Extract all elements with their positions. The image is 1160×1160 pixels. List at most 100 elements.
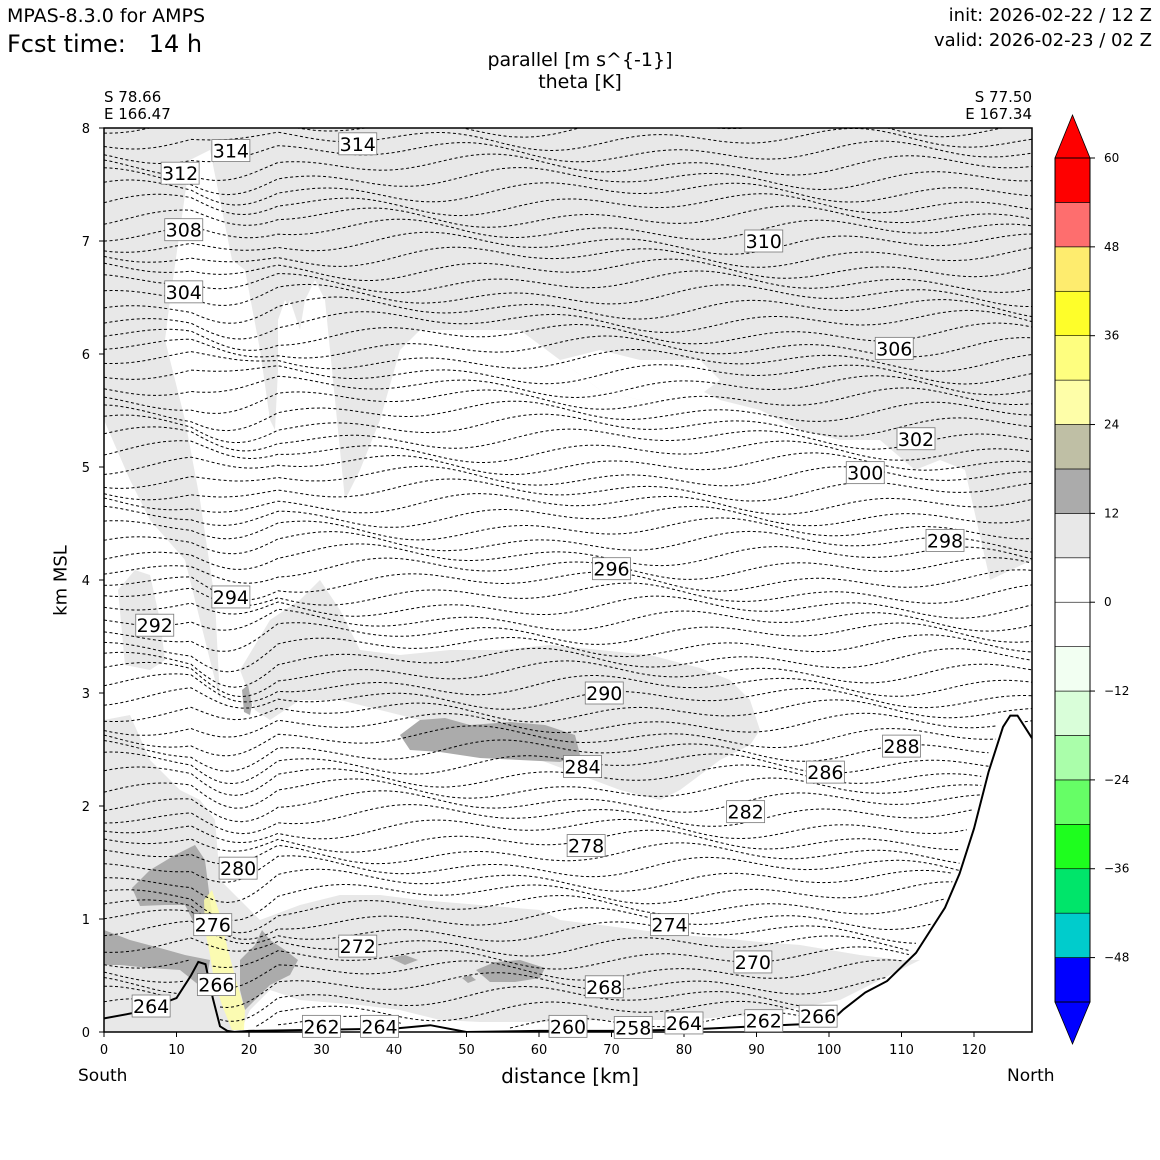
- x-tick-label: 10: [168, 1043, 185, 1058]
- theta-label-text: 310: [746, 231, 782, 253]
- theta-contour-line: [104, 804, 975, 835]
- theta-label-box: [164, 280, 204, 304]
- theta-label-text: 258: [615, 1017, 651, 1039]
- x-tick-label: 100: [817, 1043, 842, 1058]
- theta-contour-line: [104, 687, 1032, 710]
- theta-label: 288: [882, 734, 921, 758]
- colorbar-swatch: [1054, 335, 1091, 381]
- theta-label-box: [218, 856, 258, 880]
- y-tick-label: 1: [82, 913, 90, 928]
- model-title: MPAS-8.3.0 for AMPS: [7, 5, 206, 27]
- colorbar-tick-label: 0: [1104, 595, 1112, 609]
- y-tick-label: 0: [82, 1026, 90, 1041]
- theta-label: 302: [896, 427, 936, 451]
- x-tick-label: 30: [313, 1043, 330, 1058]
- theta-label-text: 282: [727, 802, 763, 824]
- theta-label-box: [798, 1004, 838, 1028]
- theta-label-box: [360, 1014, 399, 1038]
- theta-contour-line: [104, 364, 1032, 385]
- colorbar-tick-label: 12: [1104, 506, 1119, 520]
- theta-contour-line: [104, 959, 902, 990]
- colorbar-tick-label: 36: [1104, 329, 1119, 343]
- theta-label-box: [845, 461, 885, 485]
- theta-label: 284: [563, 755, 602, 778]
- theta-contour-labels: 314 314 312 308 304 310 306 302 300 298 296 294 292 2…: [131, 132, 965, 1039]
- theta-label-text: 312: [162, 163, 198, 185]
- theta-label-text: 286: [807, 762, 843, 784]
- theta-contour-line: [104, 660, 1032, 698]
- colorbar-swatch: [1054, 646, 1091, 692]
- theta-label-box: [563, 755, 602, 778]
- theta-label: 278: [566, 834, 606, 858]
- theta-label-box: [592, 557, 631, 581]
- theta-label-text: 280: [220, 858, 256, 880]
- colorbar: 60 48 36 24 12 0 −12 −24 −36 −48: [1054, 113, 1129, 1046]
- theta-label-box: [211, 585, 251, 609]
- theta-contour-line: [104, 128, 1032, 152]
- theta-label-text: 296: [593, 559, 629, 581]
- theta-contour-line: [104, 855, 960, 883]
- theta-contour-line: [104, 543, 1032, 570]
- theta-contour-line: [104, 517, 1032, 541]
- theta-label: 308: [164, 218, 204, 242]
- theta-label: 264: [664, 1011, 704, 1035]
- theta-label: 294: [211, 585, 251, 609]
- theta-label: 270: [733, 950, 773, 974]
- theta-contour-line: [104, 946, 909, 970]
- theta-label-box: [805, 760, 845, 784]
- theta-label: 260: [548, 1014, 588, 1038]
- chart-title-line2: theta [K]: [538, 71, 622, 93]
- theta-label: 306: [874, 336, 914, 360]
- theta-label-text: 276: [195, 915, 231, 937]
- x-tick-label: 110: [889, 1043, 914, 1058]
- theta-contour-line: [104, 231, 1032, 255]
- theta-label: 314: [338, 132, 378, 156]
- theta-label: 292: [135, 613, 175, 637]
- theta-contour-line: [104, 270, 1032, 294]
- theta-label-text: 266: [800, 1006, 836, 1028]
- theta-label-box: [650, 913, 689, 937]
- theta-contour-line: [104, 413, 1032, 444]
- theta-label-text: 264: [361, 1016, 397, 1038]
- chart-title-line1: parallel [m s^{-1}]: [487, 49, 673, 71]
- theta-label: 296: [592, 557, 631, 581]
- theta-label-text: 300: [847, 463, 883, 485]
- x-tick-label: 40: [386, 1043, 403, 1058]
- colorbar-swatch: [1054, 468, 1091, 514]
- x-tick-label: 120: [962, 1043, 987, 1058]
- theta-label: 300: [845, 461, 885, 485]
- theta-label-box: [733, 950, 773, 974]
- shade-white-gap-2: [560, 350, 720, 400]
- theta-label-text: 266: [198, 975, 234, 997]
- right-longitude: E 167.34: [965, 105, 1032, 123]
- theta-contour-line: [104, 218, 1032, 242]
- y-tick-label: 8: [82, 122, 90, 137]
- colorbar-frame: [1054, 157, 1091, 1003]
- theta-label-text: 306: [876, 338, 912, 360]
- x-tick-label: 60: [531, 1043, 548, 1058]
- theta-label: 314: [211, 139, 251, 163]
- theta-contour-line: [104, 465, 1032, 489]
- colorbar-swatch: [1054, 424, 1091, 470]
- theta-contour-line: [104, 258, 1032, 281]
- theta-label-box: [160, 161, 200, 185]
- colorbar-swatch: [1054, 601, 1091, 647]
- theta-contour-line: [104, 712, 1032, 738]
- theta-label-box: [744, 229, 784, 253]
- theta-label-text: 288: [883, 736, 919, 758]
- colorbar-tick-label: 60: [1104, 151, 1119, 165]
- theta-contour-line: [104, 818, 967, 844]
- theta-label-text: 314: [340, 134, 376, 156]
- theta-label-box: [135, 613, 175, 637]
- theta-label: 262: [302, 1014, 341, 1038]
- theta-label-box: [613, 1016, 653, 1039]
- theta-label: 286: [805, 760, 845, 784]
- shade-dark-left-upper: [132, 845, 215, 930]
- theta-contour-line: [104, 246, 1032, 268]
- theta-label-box: [664, 1011, 704, 1035]
- north-label: North: [1007, 1066, 1055, 1086]
- theta-contour-line: [104, 634, 1032, 673]
- theta-contour-line: [104, 907, 931, 940]
- theta-label-box: [584, 975, 624, 999]
- theta-label-box: [131, 994, 171, 1018]
